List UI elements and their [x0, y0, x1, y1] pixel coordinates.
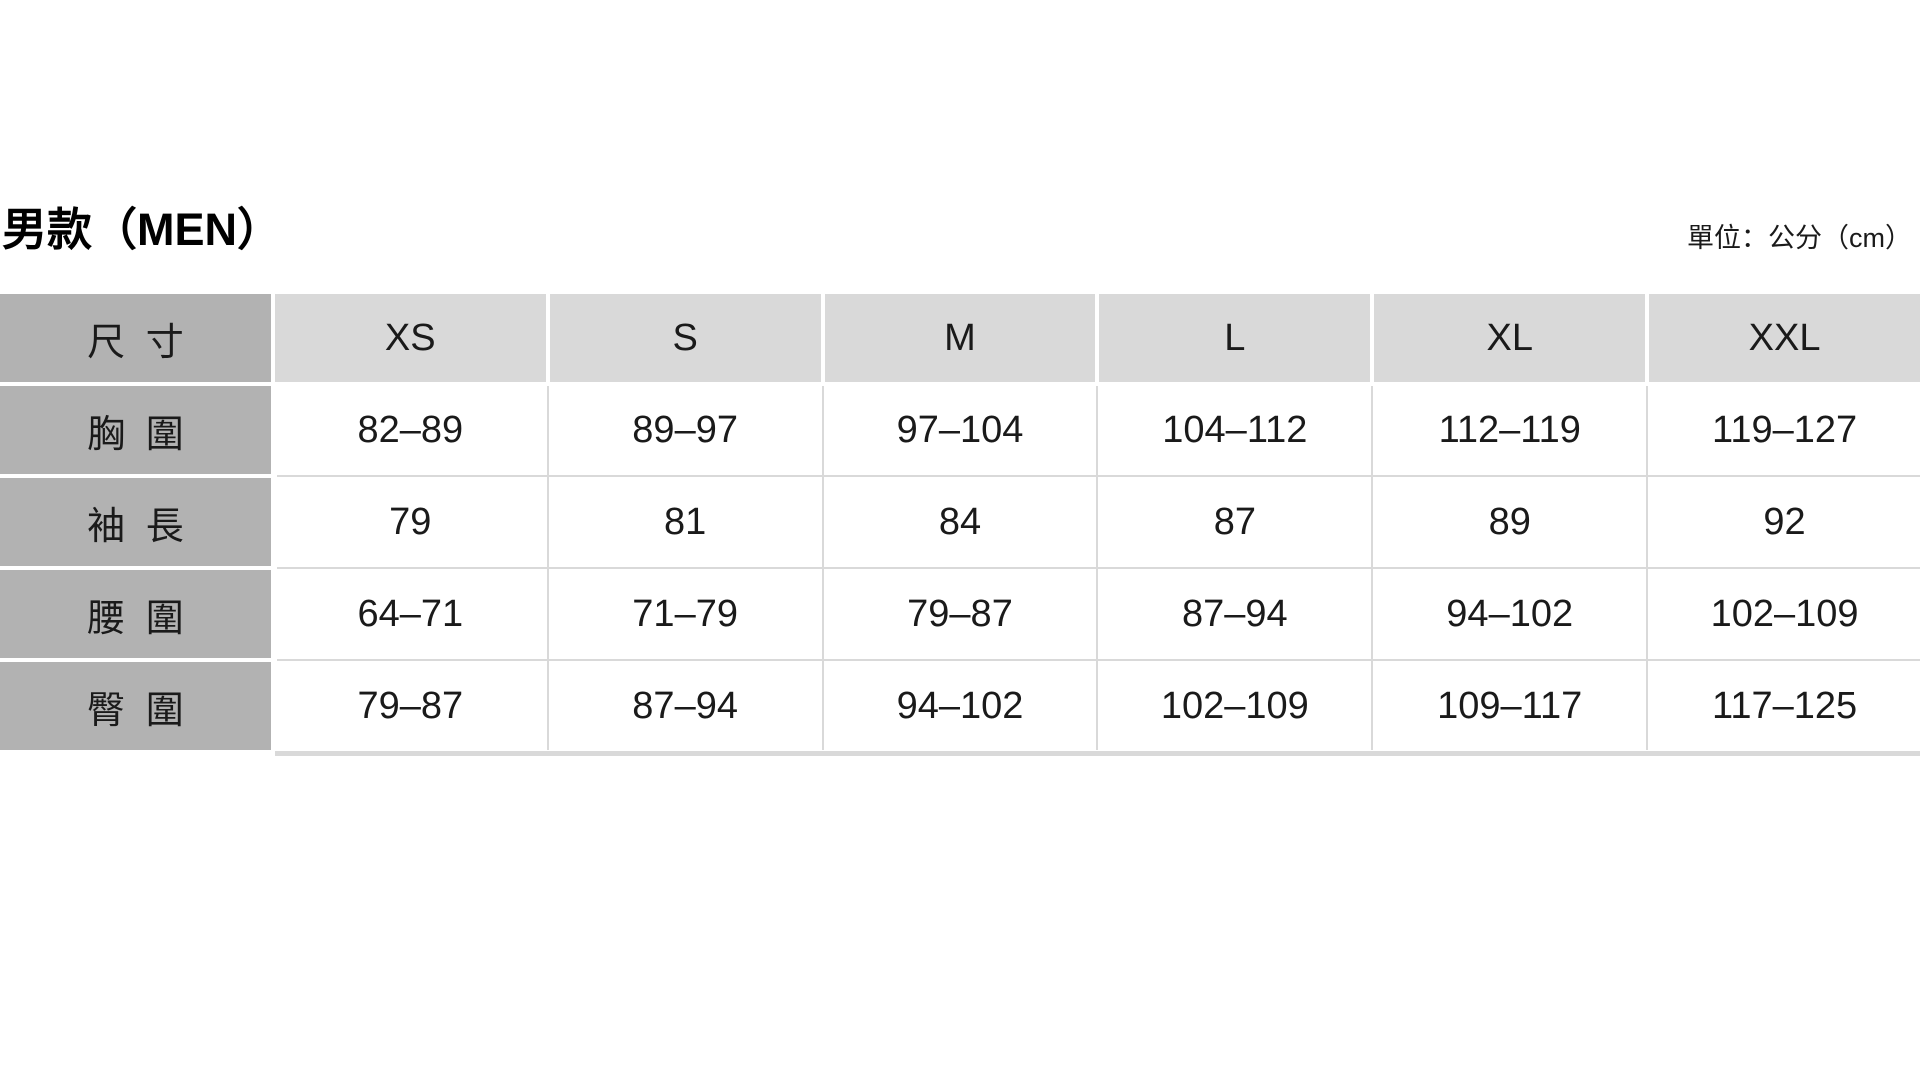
- cell-hip-l: 102–109: [1099, 662, 1371, 750]
- divider: [277, 659, 1920, 661]
- cell-waist-xs: 64–71: [274, 570, 546, 658]
- page-title: 男款（MEN）: [2, 204, 282, 255]
- cell-sleeve-m: 84: [824, 478, 1096, 566]
- cell-chest-m: 97–104: [824, 386, 1096, 474]
- cell-sleeve-s: 81: [549, 478, 821, 566]
- cell-chest-s: 89–97: [549, 386, 821, 474]
- col-header-xxl: XXL: [1649, 294, 1920, 382]
- row-label-waist: 腰 圍: [0, 570, 271, 658]
- cell-waist-s: 71–79: [549, 570, 821, 658]
- col-header-l: L: [1099, 294, 1371, 382]
- row-label-hip: 臀 圍: [0, 662, 271, 750]
- cell-sleeve-xxl: 92: [1649, 478, 1920, 566]
- row-label-chest: 胸 圍: [0, 386, 271, 474]
- cell-hip-m: 94–102: [824, 662, 1096, 750]
- cell-chest-l: 104–112: [1099, 386, 1371, 474]
- cell-waist-l: 87–94: [1099, 570, 1371, 658]
- size-chart-table: 尺 寸 XS S M L XL XXL 胸 圍 82–89 89–97 97–1…: [0, 294, 1920, 750]
- cell-sleeve-l: 87: [1099, 478, 1371, 566]
- cell-hip-xl: 109–117: [1374, 662, 1646, 750]
- size-header-corner: 尺 寸: [0, 294, 271, 382]
- col-header-xs: XS: [274, 294, 546, 382]
- divider: [277, 567, 1920, 569]
- cell-chest-xs: 82–89: [274, 386, 546, 474]
- col-header-m: M: [824, 294, 1096, 382]
- unit-note: 單位：公分（cm）: [1687, 223, 1912, 253]
- cell-sleeve-xs: 79: [274, 478, 546, 566]
- cell-waist-m: 79–87: [824, 570, 1096, 658]
- cell-hip-s: 87–94: [549, 662, 821, 750]
- cell-sleeve-xl: 89: [1374, 478, 1646, 566]
- table-bottom-edge: [275, 751, 1920, 756]
- cell-chest-xl: 112–119: [1374, 386, 1646, 474]
- cell-waist-xl: 94–102: [1374, 570, 1646, 658]
- cell-hip-xxl: 117–125: [1649, 662, 1920, 750]
- col-header-s: S: [549, 294, 821, 382]
- cell-waist-xxl: 102–109: [1649, 570, 1920, 658]
- col-header-xl: XL: [1374, 294, 1646, 382]
- cell-chest-xxl: 119–127: [1649, 386, 1920, 474]
- cell-hip-xs: 79–87: [274, 662, 546, 750]
- divider: [277, 475, 1920, 477]
- row-label-sleeve: 袖 長: [0, 478, 271, 566]
